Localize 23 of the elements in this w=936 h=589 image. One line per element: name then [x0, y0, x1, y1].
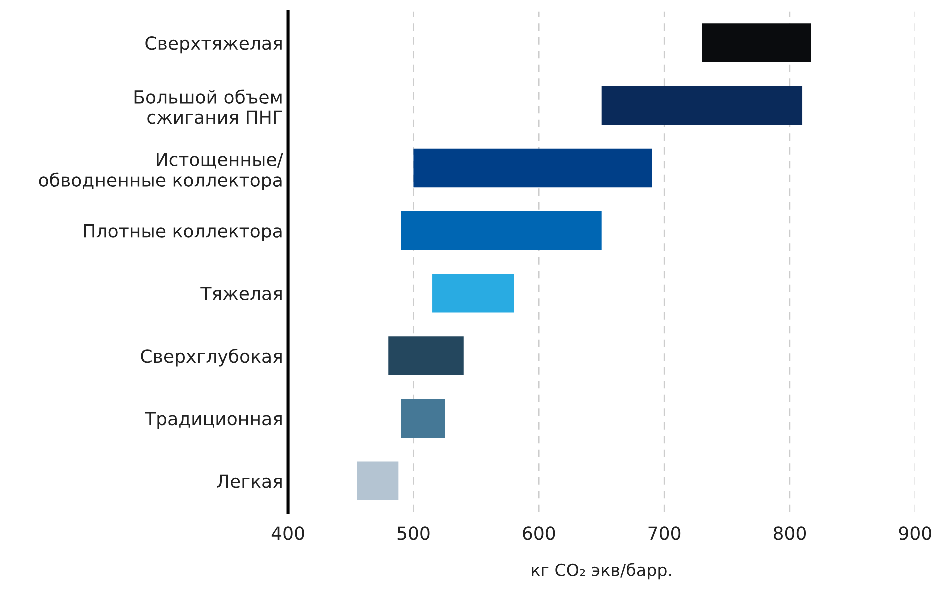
- x-tick-label: 600: [523, 526, 556, 540]
- x-tick-label: 700: [648, 526, 681, 540]
- y-tick-label: Тяжелая: [200, 287, 282, 301]
- y-tick-label: Плотные коллектора: [84, 224, 282, 242]
- bar: [602, 86, 803, 126]
- x-tick-label: 800: [774, 526, 806, 540]
- bar: [414, 148, 652, 188]
- x-tick-label: 900: [899, 526, 932, 540]
- y-tick-label: Сверхтяжелая: [146, 36, 282, 54]
- y-tick-label: Сверхглубокая: [141, 348, 282, 367]
- x-tick-label: 500: [398, 526, 430, 540]
- y-tick-label: Традиционная: [144, 412, 282, 430]
- bar: [432, 274, 514, 313]
- y-tick-label: Легкая: [217, 474, 282, 488]
- bar: [401, 211, 602, 250]
- bar: [357, 462, 399, 501]
- bar: [388, 336, 464, 376]
- y-tick-label: Истощенные/ обводненные коллектора: [39, 153, 284, 191]
- bar: [401, 399, 446, 438]
- bar: [702, 24, 812, 62]
- y-tick-label: Большой объем сжигания ПНГ: [134, 90, 282, 124]
- x-axis-title: кг CO₂ экв/барр.: [532, 563, 672, 580]
- x-tick-label: 400: [272, 526, 304, 540]
